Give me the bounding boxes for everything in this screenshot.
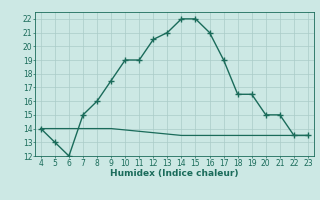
- X-axis label: Humidex (Indice chaleur): Humidex (Indice chaleur): [110, 169, 239, 178]
